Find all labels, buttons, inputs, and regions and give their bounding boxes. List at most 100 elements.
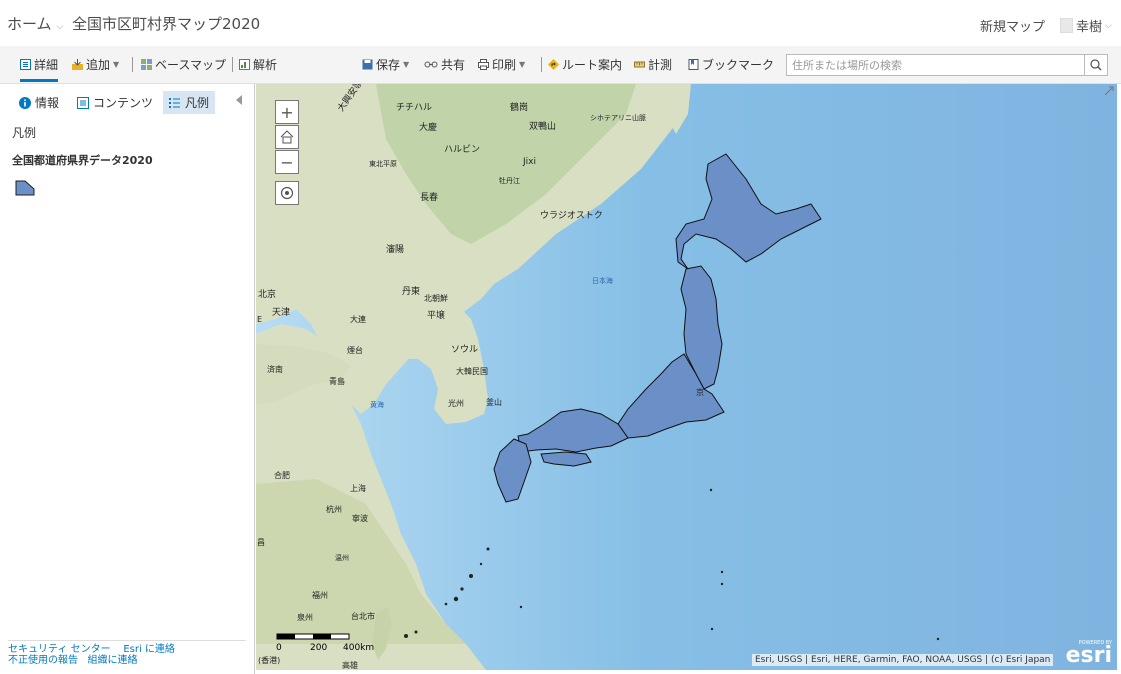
map-label: 北京 xyxy=(258,288,276,300)
map-label: 大慶 xyxy=(419,121,437,133)
map-label: (香港) xyxy=(258,655,280,665)
locate-icon[interactable] xyxy=(279,185,295,201)
esri-logo[interactable]: POWERED BY esri xyxy=(1060,640,1112,668)
expand-icon[interactable] xyxy=(1104,86,1114,96)
tab-legend-label: 凡例 xyxy=(185,96,210,110)
add-button[interactable]: 追加 ▼ xyxy=(72,56,119,73)
home-link-label[interactable]: ホーム xyxy=(7,15,52,33)
bookmark-icon xyxy=(688,59,699,70)
map-label: シホテアリニ山脈 xyxy=(590,113,646,122)
hokkaido[interactable] xyxy=(675,153,822,270)
legend-polygon-swatch xyxy=(15,180,35,196)
korean-peninsula xyxy=(386,309,488,424)
zoom-in-button[interactable]: + xyxy=(275,100,299,124)
details-button[interactable]: 詳細 xyxy=(20,56,59,82)
chevron-down-icon[interactable]: ⌵ xyxy=(56,22,64,32)
map-label: 双鴨山 xyxy=(529,120,556,132)
map-label: Jixi xyxy=(522,157,536,167)
details-label: 詳細 xyxy=(34,58,59,72)
tab-info[interactable]: 情報 xyxy=(19,94,59,111)
page-title: 全国市区町村界マップ2020 xyxy=(72,15,261,33)
legend-heading: 凡例 xyxy=(12,126,37,140)
print-button[interactable]: 印刷 ▼ xyxy=(478,56,525,73)
map-label: 済南 xyxy=(267,364,283,374)
map-label: 京 xyxy=(696,387,704,397)
security-center-link[interactable]: セキュリティ センター xyxy=(8,644,111,655)
shikoku[interactable] xyxy=(540,451,592,467)
map-label: 瀋陽 xyxy=(386,243,404,255)
home-icon[interactable] xyxy=(280,130,294,144)
tab-info-label: 情報 xyxy=(35,96,60,110)
app-header: ホーム ⌵ 全国市区町村界マップ2020 新規マップ 幸樹 ⌵ xyxy=(0,0,1121,46)
sakhalin-island xyxy=(668,84,691,134)
side-panel: 情報 コンテンツ 凡例 凡例 全国都道府県界データ2020 xyxy=(0,84,255,674)
map-label: 釜山 xyxy=(486,397,502,407)
user-name[interactable]: 幸樹 xyxy=(1076,20,1103,35)
save-label: 保存 xyxy=(376,58,401,72)
shandong xyxy=(256,344,351,404)
search-input[interactable] xyxy=(787,55,1087,75)
map-label: 鶴崗 xyxy=(510,101,528,113)
kyushu[interactable] xyxy=(493,438,532,503)
basemap-label: ベースマップ xyxy=(155,58,227,72)
share-button[interactable]: 共有 xyxy=(424,56,465,73)
map-label: 上海 xyxy=(350,483,366,493)
map-label: 合肥 xyxy=(274,470,290,480)
map-label: 牡丹江 xyxy=(499,176,520,185)
map-label: 北朝鮮 xyxy=(424,293,448,303)
toolbar-divider xyxy=(132,57,133,72)
esri-logo-text: esri xyxy=(1065,643,1112,668)
legend-layer-name: 全国都道府県界データ2020 xyxy=(12,154,153,167)
minus-icon[interactable]: − xyxy=(280,152,294,172)
bookmarks-label: ブックマーク xyxy=(702,58,775,72)
map-toolbar: 詳細 追加 ▼ ベースマップ 解析 保存 ▼ 共有 印刷 ▼ ルート案内 計測 … xyxy=(0,46,1121,84)
map-label: E xyxy=(257,315,262,324)
analysis-button[interactable]: 解析 xyxy=(239,56,277,73)
map-label: チチハル xyxy=(396,102,432,113)
map-view[interactable]: 大興安嶺 チチハル 鶴崗 大慶 シホテアリニ山脈 双鴨山 ハルビン 東北平原 J… xyxy=(256,84,1117,670)
legend-icon xyxy=(169,97,180,108)
measure-button[interactable]: 計測 xyxy=(634,56,672,73)
measure-icon xyxy=(634,61,645,68)
search-button[interactable] xyxy=(1084,55,1107,75)
breadcrumb-home[interactable]: ホーム ⌵ xyxy=(7,13,63,34)
save-button[interactable]: 保存 ▼ xyxy=(362,56,409,73)
tohoku[interactable] xyxy=(680,265,723,390)
esri-powered-label: POWERED BY xyxy=(1078,640,1112,646)
map-label: 大韓民国 xyxy=(456,366,488,376)
kanto-chubu[interactable] xyxy=(617,353,725,439)
japan-prefectures[interactable] xyxy=(493,153,822,503)
print-label: 印刷 xyxy=(492,58,517,72)
directions-button[interactable]: ルート案内 xyxy=(548,56,622,73)
plus-icon[interactable]: + xyxy=(280,102,294,122)
chevron-down-icon: ▼ xyxy=(113,60,120,69)
map-label: 福州 xyxy=(312,591,328,600)
asia-landmass xyxy=(256,84,686,414)
chevron-down-icon: ▼ xyxy=(403,60,410,69)
forest-south xyxy=(256,479,466,644)
toolbar-divider xyxy=(541,57,542,72)
search-icon[interactable] xyxy=(1085,55,1107,75)
tab-legend[interactable]: 凡例 xyxy=(163,91,216,114)
map-label: 昌 xyxy=(257,538,265,547)
bookmarks-button[interactable]: ブックマーク xyxy=(688,56,774,73)
contact-esri-link[interactable]: Esri に連絡 xyxy=(123,644,175,655)
basemap-button[interactable]: ベースマップ xyxy=(141,56,226,73)
new-map-link[interactable]: 新規マップ xyxy=(980,20,1046,35)
collapse-panel-icon[interactable] xyxy=(236,95,242,105)
report-abuse-link[interactable]: 不正使用の報告 xyxy=(8,655,78,666)
zoom-out-button[interactable]: − xyxy=(275,150,299,174)
locate-button[interactable] xyxy=(275,181,299,205)
basemap-icon xyxy=(141,59,152,70)
contact-org-link[interactable]: 組織に連絡 xyxy=(87,655,138,666)
info-icon xyxy=(19,96,31,109)
map-label: 黄海 xyxy=(370,400,384,409)
avatar[interactable] xyxy=(1060,18,1073,33)
tab-contents[interactable]: コンテンツ xyxy=(77,94,153,111)
chevron-down-icon[interactable]: ⌵ xyxy=(1105,20,1112,31)
default-extent-button[interactable] xyxy=(275,125,299,149)
kinki-chugoku[interactable] xyxy=(517,408,629,453)
map-label: 煙台 xyxy=(347,345,363,355)
save-icon xyxy=(362,59,373,70)
user-menu[interactable]: 幸樹 ⌵ xyxy=(1060,16,1112,35)
